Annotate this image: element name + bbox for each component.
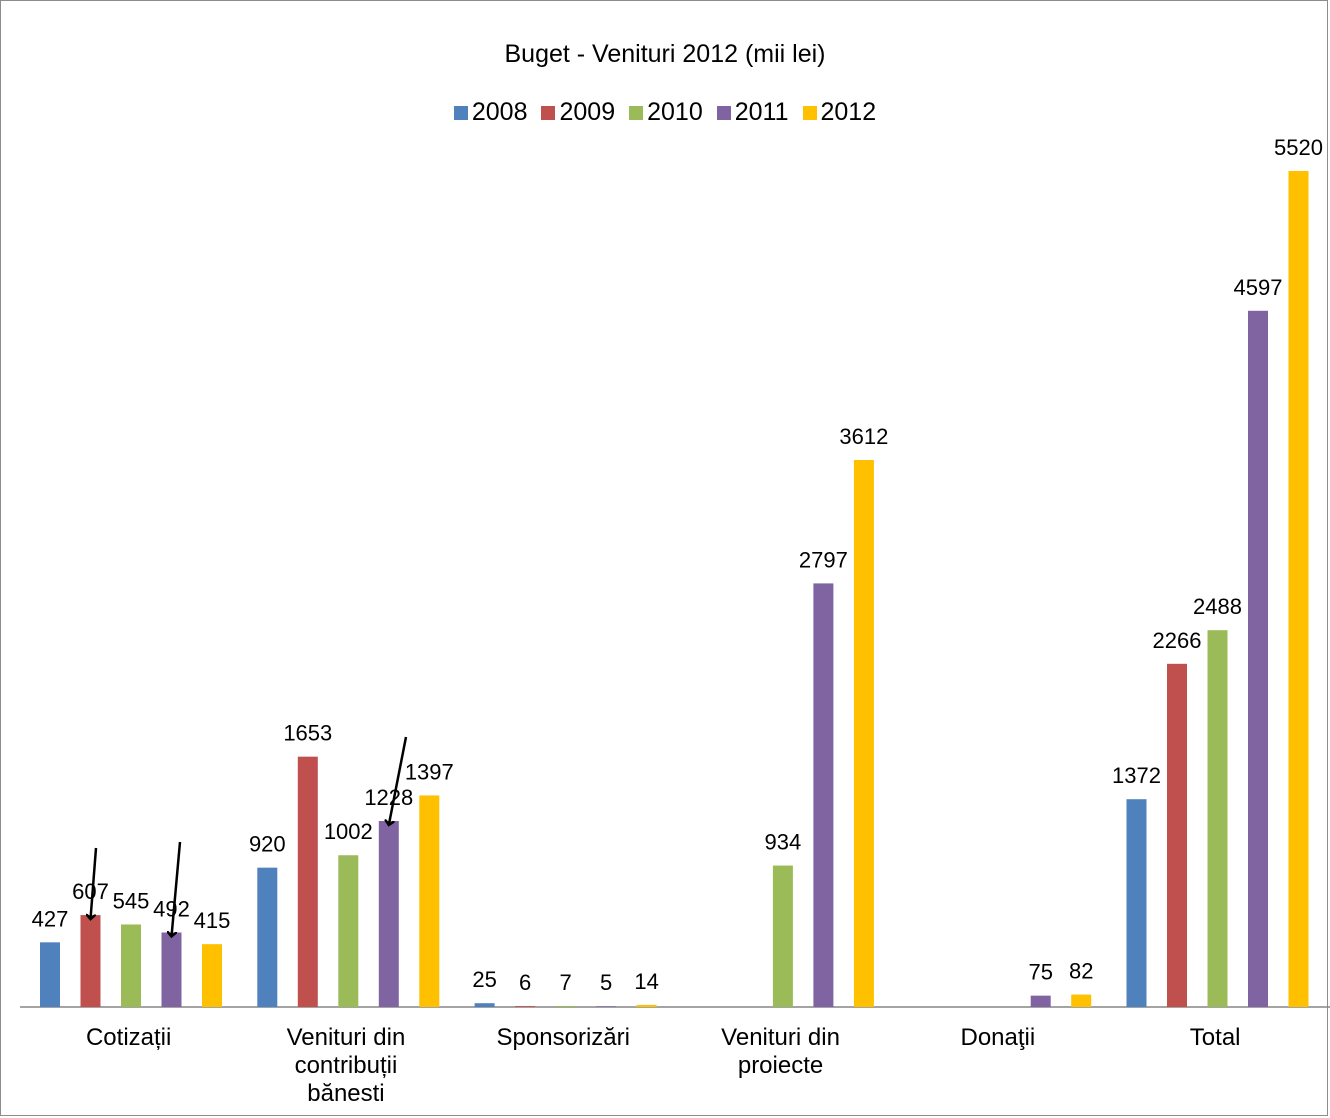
bar-2009-cat2 xyxy=(515,1006,536,1007)
data-label-2012-cat1: 1397 xyxy=(405,759,454,784)
bar-2012-cat0 xyxy=(202,944,222,1007)
data-label-2011-cat5: 4597 xyxy=(1234,275,1283,300)
legend-item-2012: 2012 xyxy=(802,98,877,127)
data-label-2010-cat1: 1002 xyxy=(324,819,373,844)
data-label-2008-cat2: 25 xyxy=(472,967,496,992)
bar-2011-cat4 xyxy=(1030,995,1051,1007)
category-label-0-line0: Cotizații xyxy=(86,1024,171,1051)
data-label-2008-cat1: 920 xyxy=(249,832,286,857)
bar-2008-cat2 xyxy=(474,1003,495,1007)
category-label-5-line0: Total xyxy=(1190,1024,1241,1051)
bar-2009-cat0 xyxy=(80,915,101,1007)
bar-2008-cat0 xyxy=(40,942,60,1007)
legend-label-2010: 2010 xyxy=(647,98,703,126)
legend-item-2010: 2010 xyxy=(629,98,703,127)
data-label-2012-cat5: 5520 xyxy=(1274,135,1323,160)
bar-2011-cat2 xyxy=(596,1006,617,1007)
data-label-2008-cat5: 1372 xyxy=(1112,763,1161,788)
data-label-2010-cat5: 2488 xyxy=(1193,594,1242,619)
bar-2011-cat0 xyxy=(161,932,182,1007)
bar-2009-cat5 xyxy=(1167,663,1187,1007)
bar-2008-cat1 xyxy=(257,867,278,1007)
category-label-1-line2: bănesti xyxy=(307,1080,384,1107)
legend-item-2011: 2011 xyxy=(716,98,789,127)
bar-2012-cat2 xyxy=(636,1004,657,1007)
bar-2010-cat0 xyxy=(121,924,141,1007)
data-label-2011-cat2: 5 xyxy=(600,970,612,995)
data-label-2010-cat3: 934 xyxy=(765,830,802,855)
legend-swatch-2008 xyxy=(453,105,468,120)
data-label-2012-cat0: 415 xyxy=(194,908,231,933)
bar-2012-cat4 xyxy=(1071,994,1092,1007)
arrow-to-492 xyxy=(172,841,182,936)
data-label-2008-cat0: 427 xyxy=(32,906,69,931)
data-label-2011-cat1: 1228 xyxy=(364,785,413,810)
bar-2011-cat5 xyxy=(1248,310,1268,1007)
bar-2008-cat5 xyxy=(1126,799,1147,1007)
bar-2009-cat1 xyxy=(297,756,318,1007)
bar-2011-cat1 xyxy=(378,821,399,1007)
category-label-1-line1: contribuții xyxy=(295,1052,398,1079)
chart-title: Buget - Venituri 2012 (mii lei) xyxy=(504,40,826,68)
legend: 2008 2009 2010 2011 2012 xyxy=(0,98,1330,127)
bar-2010-cat3 xyxy=(772,865,793,1007)
data-label-2012-cat4: 82 xyxy=(1069,959,1093,984)
data-label-2009-cat1: 1653 xyxy=(283,721,332,746)
data-label-2010-cat0: 545 xyxy=(113,888,150,913)
legend-swatch-2009 xyxy=(541,105,556,120)
category-label-3-line0: Venituri din xyxy=(721,1024,840,1051)
data-label-2011-cat3: 2797 xyxy=(799,547,848,572)
legend-label-2008: 2008 xyxy=(471,98,528,126)
arrow-to-607 xyxy=(91,847,98,919)
legend-label-2009: 2009 xyxy=(559,98,616,126)
category-label-1-line0: Venituri din xyxy=(287,1024,406,1051)
legend-item-2008: 2008 xyxy=(453,98,528,127)
category-label-3-line1: proiecte xyxy=(738,1052,823,1079)
legend-swatch-2010 xyxy=(629,105,644,120)
data-label-2009-cat2: 6 xyxy=(519,970,531,995)
data-label-2010-cat2: 7 xyxy=(559,970,571,995)
data-label-2012-cat3: 3612 xyxy=(839,424,888,449)
bar-2012-cat3 xyxy=(853,459,874,1007)
category-label-4-line0: Donaţii xyxy=(960,1024,1035,1051)
bar-2010-cat5 xyxy=(1207,630,1228,1007)
arrow-to-1228 xyxy=(389,736,408,825)
legend-swatch-2011 xyxy=(716,105,731,120)
legend-label-2012: 2012 xyxy=(820,98,877,126)
bar-2010-cat2 xyxy=(555,1005,576,1007)
data-label-2011-cat0: 492 xyxy=(153,896,190,921)
data-label-2011-cat4: 75 xyxy=(1028,960,1052,985)
bar-2012-cat5 xyxy=(1288,171,1309,1007)
data-label-2012-cat2: 14 xyxy=(634,969,658,994)
data-label-2009-cat5: 2266 xyxy=(1153,628,1202,653)
legend-item-2009: 2009 xyxy=(541,98,615,127)
bar-2012-cat1 xyxy=(419,795,440,1007)
bar-2011-cat3 xyxy=(813,583,834,1007)
legend-swatch-2012 xyxy=(802,105,817,120)
bar-2010-cat1 xyxy=(338,855,359,1007)
data-label-2009-cat0: 607 xyxy=(72,879,109,904)
legend-label-2011: 2011 xyxy=(734,98,789,126)
category-label-2-line0: Sponsorizări xyxy=(497,1024,630,1051)
